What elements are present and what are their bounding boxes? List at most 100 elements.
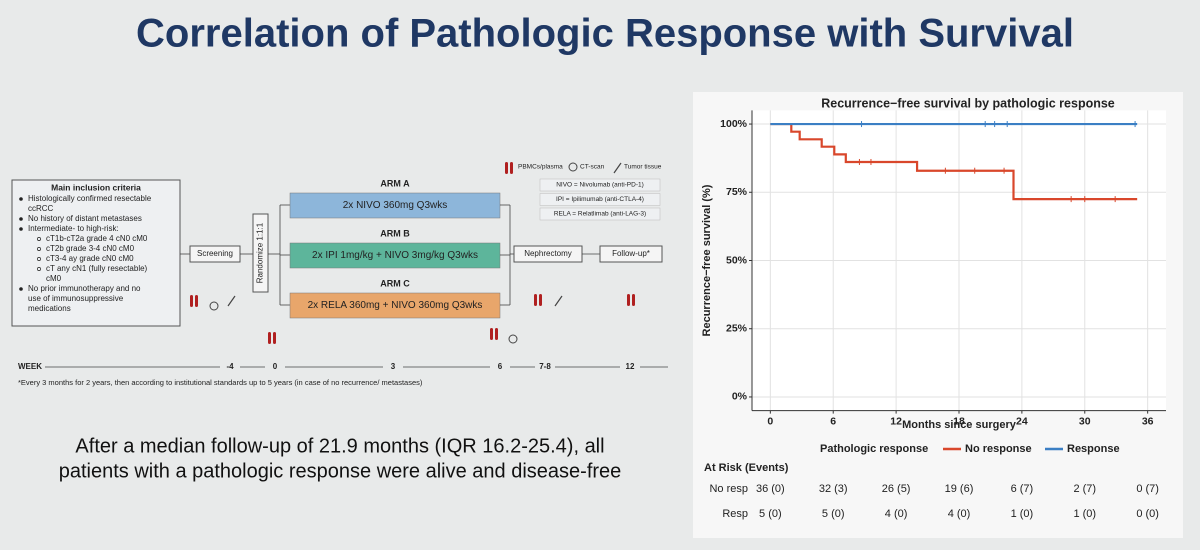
tube-icon xyxy=(534,294,537,306)
x-tick-label: 30 xyxy=(1079,415,1091,427)
timeline-week: -4 xyxy=(226,362,234,371)
at-risk-row-label: No resp xyxy=(709,483,748,495)
tube-icon xyxy=(490,328,493,340)
tube-icon xyxy=(510,162,513,174)
inclusion-sub-line: cT any cN1 (fully resectable) xyxy=(46,264,148,273)
arm-label: ARM A xyxy=(380,178,410,188)
at-risk-value: 0 (0) xyxy=(1136,508,1159,520)
tube-icon xyxy=(505,162,508,174)
screening-label: Screening xyxy=(197,249,233,258)
arm-text: 2x IPI 1mg/kg + NIVO 3mg/kg Q3wks xyxy=(312,250,478,261)
at-risk-value: 4 (0) xyxy=(948,508,971,520)
arm-label: ARM C xyxy=(380,278,410,288)
at-risk-value: 1 (0) xyxy=(1073,508,1096,520)
tube-icon xyxy=(190,295,193,307)
y-tick-label: 0% xyxy=(732,391,748,403)
arm-box xyxy=(289,242,501,269)
tube-icon xyxy=(627,294,630,306)
inclusion-line: ccRCC xyxy=(28,204,54,213)
legend-label: No response xyxy=(965,443,1032,455)
timeline-week: 3 xyxy=(391,362,396,371)
footnote: *Every 3 months for 2 years, then accord… xyxy=(18,378,423,387)
inclusion-line: medications xyxy=(28,304,71,313)
y-tick-label: 25% xyxy=(726,323,748,335)
inclusion-line: Histologically confirmed resectable xyxy=(28,194,152,203)
y-axis-label: Recurrence−free survival (%) xyxy=(701,184,713,336)
inclusion-sub-line: cT3-4 ay grade cN0 cM0 xyxy=(46,254,134,263)
at-risk-value: 26 (5) xyxy=(882,483,911,495)
y-tick-label: 75% xyxy=(726,186,748,198)
y-tick-label: 50% xyxy=(726,254,748,266)
x-tick-label: 36 xyxy=(1142,415,1154,427)
x-tick-label: 24 xyxy=(1016,415,1028,427)
randomize-label: Randomize 1:1:1 xyxy=(256,222,265,283)
x-tick-label: 12 xyxy=(890,415,902,427)
ct-icon xyxy=(568,162,578,172)
bullet xyxy=(19,217,23,221)
tube-icon xyxy=(273,332,276,344)
inclusion-line: use of immunosuppressive xyxy=(28,294,124,303)
summary-line: After a median follow-up of 21.9 months … xyxy=(75,435,604,457)
at-risk-value: 19 (6) xyxy=(945,483,974,495)
at-risk-row-label: Resp xyxy=(722,508,748,520)
abbrev-box xyxy=(539,193,661,206)
sub-bullet xyxy=(37,267,41,271)
sub-bullet xyxy=(37,247,41,251)
inclusion-line: No prior immunotherapy and no xyxy=(28,284,141,293)
timeline-label: WEEK xyxy=(18,362,42,371)
followup-label: Follow-up* xyxy=(612,249,650,258)
inclusion-heading: Main inclusion criteria xyxy=(51,182,141,192)
at-risk-title: At Risk (Events) xyxy=(704,462,789,474)
sub-bullet xyxy=(37,237,41,241)
inclusion-sub-line: cT2b grade 3-4 cN0 cM0 xyxy=(46,244,135,253)
tube-icon xyxy=(495,328,498,340)
legend-title: Pathologic response xyxy=(820,443,928,455)
inclusion-sub-line: cM0 xyxy=(46,274,62,283)
timeline-week: 7-8 xyxy=(539,362,551,371)
legend-label: Response xyxy=(1067,443,1120,455)
bullet xyxy=(19,197,23,201)
tissue-icon xyxy=(554,295,563,307)
bullet xyxy=(19,227,23,231)
timeline-week: 0 xyxy=(273,362,278,371)
x-axis-label: Months since surgery xyxy=(902,419,1017,431)
chart-title: Recurrence−free survival by pathologic r… xyxy=(821,96,1115,110)
arm-box xyxy=(289,292,501,319)
at-risk-value: 32 (3) xyxy=(819,483,848,495)
inclusion-line: Intermediate- to high-risk: xyxy=(28,224,119,233)
arm-text: 2x NIVO 360mg Q3wks xyxy=(343,200,447,211)
arm-box xyxy=(289,192,501,219)
abbrev-text: NIVO = Nivolumab (anti-PD-1) xyxy=(556,182,644,189)
nephrectomy-label: Nephrectomy xyxy=(524,249,572,258)
x-tick-label: 0 xyxy=(767,415,773,427)
slide-title: Correlation of Pathologic Response with … xyxy=(136,12,1074,56)
ct-icon xyxy=(508,334,518,344)
at-risk-value: 0 (7) xyxy=(1136,483,1159,495)
arm-text: 2x RELA 360mg + NIVO 360mg Q3wks xyxy=(308,300,483,311)
at-risk-value: 5 (0) xyxy=(822,508,845,520)
ct-icon xyxy=(209,301,219,311)
x-tick-label: 18 xyxy=(953,415,965,427)
tube-icon xyxy=(539,294,542,306)
inclusion-sub-line: cT1b-cT2a grade 4 cN0 cM0 xyxy=(46,234,148,243)
abbrev-text: RELA = Relatlimab (anti-LAG-3) xyxy=(554,211,646,218)
tissue-icon xyxy=(227,295,236,307)
randomize-box xyxy=(252,213,269,293)
at-risk-value: 1 (0) xyxy=(1011,508,1034,520)
sub-bullet xyxy=(37,257,41,261)
legend-text: CT-scan xyxy=(580,164,605,171)
at-risk-value: 5 (0) xyxy=(759,508,782,520)
at-risk-value: 4 (0) xyxy=(885,508,908,520)
inclusion-line: No history of distant metastases xyxy=(28,214,142,223)
survival-curve xyxy=(770,122,1138,201)
timeline-week: 12 xyxy=(626,362,635,371)
legend-text: PBMCs/plasma xyxy=(518,164,563,171)
tube-icon xyxy=(632,294,635,306)
arm-label: ARM B xyxy=(380,228,410,238)
abbrev-box xyxy=(539,207,661,221)
inclusion-box xyxy=(11,179,181,327)
abbrev-box xyxy=(539,178,661,192)
at-risk-value: 6 (7) xyxy=(1011,483,1034,495)
